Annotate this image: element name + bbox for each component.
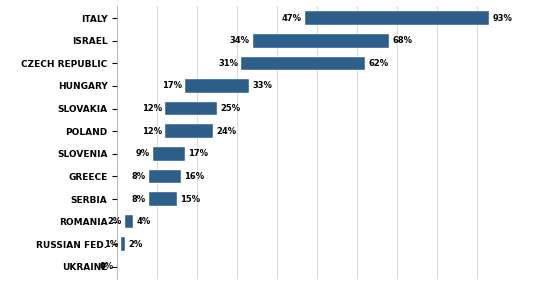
Text: 68%: 68% <box>392 36 413 45</box>
Text: 12%: 12% <box>142 127 162 136</box>
Text: 17%: 17% <box>189 149 208 158</box>
Text: 25%: 25% <box>221 104 240 113</box>
Bar <box>165 102 217 115</box>
Text: 62%: 62% <box>368 59 389 68</box>
Text: 2%: 2% <box>108 217 122 226</box>
Text: 8%: 8% <box>132 172 146 181</box>
Bar <box>305 11 489 25</box>
Bar <box>125 215 133 228</box>
Text: 93%: 93% <box>492 14 512 23</box>
Text: 1%: 1% <box>104 240 118 249</box>
Bar <box>253 34 389 48</box>
Text: 16%: 16% <box>184 172 205 181</box>
Text: 34%: 34% <box>230 36 250 45</box>
Bar <box>154 147 185 160</box>
Text: 9%: 9% <box>136 149 150 158</box>
Bar <box>149 192 177 206</box>
Bar <box>185 79 249 93</box>
Text: 47%: 47% <box>282 14 302 23</box>
Text: 12%: 12% <box>142 104 162 113</box>
Text: 2%: 2% <box>128 240 143 249</box>
Bar <box>165 125 213 138</box>
Bar <box>122 237 125 251</box>
Text: 0%: 0% <box>100 262 114 271</box>
Text: 15%: 15% <box>180 195 200 203</box>
Text: 24%: 24% <box>216 127 237 136</box>
Text: 4%: 4% <box>136 217 151 226</box>
Text: 17%: 17% <box>162 82 182 90</box>
Text: 33%: 33% <box>253 82 272 90</box>
Text: 31%: 31% <box>218 59 238 68</box>
Text: 8%: 8% <box>132 195 146 203</box>
Bar <box>241 57 365 70</box>
Bar <box>149 170 181 183</box>
